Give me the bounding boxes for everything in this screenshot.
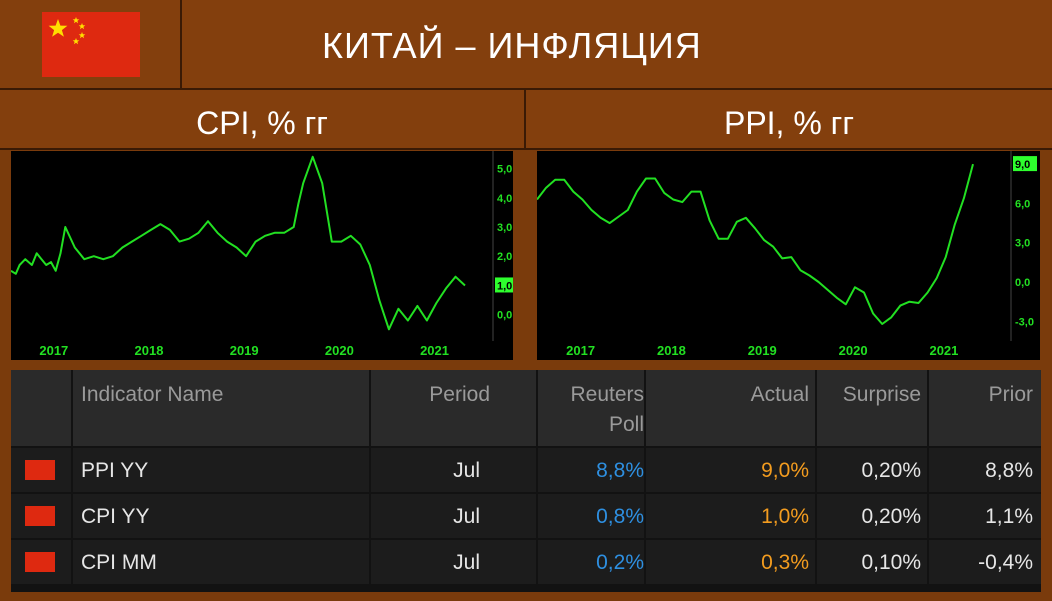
header-indicator-name[interactable]: Indicator Name xyxy=(73,370,369,446)
cpi-panel-title: CPI, % гг xyxy=(0,90,526,150)
header-reuters-poll[interactable]: Reuters Poll xyxy=(538,370,644,446)
y-tick-label: 3,0 xyxy=(497,222,512,234)
china-flag-icon xyxy=(25,460,55,480)
header-poll-line2: Poll xyxy=(608,413,644,436)
y-tick-label: -3,0 xyxy=(1015,316,1034,328)
china-flag-icon xyxy=(25,506,55,526)
table-row[interactable]: CPI MM Jul 0,2% 0,3% 0,10% -0,4% xyxy=(11,540,1041,584)
page-title: КИТАЙ – ИНФЛЯЦИЯ xyxy=(322,25,702,66)
prior: -0,4% xyxy=(929,540,1041,584)
x-tick-label: 2019 xyxy=(230,343,259,358)
x-tick-label: 2019 xyxy=(748,343,777,358)
china-flag-icon xyxy=(42,12,140,77)
header-surprise[interactable]: Surprise xyxy=(817,370,927,446)
x-tick-label: 2021 xyxy=(929,343,958,358)
x-tick-label: 2017 xyxy=(39,343,68,358)
indicator-table: Indicator Name Period Reuters Poll Actua… xyxy=(11,370,1041,592)
actual: 9,0% xyxy=(646,448,815,492)
actual: 1,0% xyxy=(646,494,815,538)
last-value-label: 9,0 xyxy=(1015,159,1030,171)
header-actual[interactable]: Actual xyxy=(646,370,815,446)
ppi-chart-svg: -3,0 0,0 3,0 6,0 9,0 2017 2018 2019 2020 2021 xyxy=(537,151,1037,358)
reuters-poll: 8,8% xyxy=(538,448,644,492)
header-row: КИТАЙ – ИНФЛЯЦИЯ xyxy=(0,0,1052,90)
y-tick-label: 4,0 xyxy=(497,193,512,205)
period: Jul xyxy=(371,540,536,584)
last-value-label: 1,0 xyxy=(497,280,512,292)
actual: 0,3% xyxy=(646,540,815,584)
ppi-panel-title: PPI, % гг xyxy=(526,90,1052,150)
cpi-title-text: CPI, % гг xyxy=(196,105,328,141)
flag-cell xyxy=(0,0,182,88)
header-prior-label: Prior xyxy=(988,383,1033,406)
header-period-label: Period xyxy=(429,383,490,406)
header-actual-label: Actual xyxy=(750,383,809,406)
row-flag-cell xyxy=(11,540,71,584)
x-tick-label: 2020 xyxy=(325,343,354,358)
prior: 1,1% xyxy=(929,494,1041,538)
row-flag-cell xyxy=(11,494,71,538)
x-tick-label: 2017 xyxy=(566,343,595,358)
surprise: 0,20% xyxy=(817,494,927,538)
y-tick-label: 3,0 xyxy=(1015,238,1030,250)
period: Jul xyxy=(371,494,536,538)
header-poll-line1: Reuters xyxy=(570,383,644,406)
indicator-name: CPI MM xyxy=(73,540,369,584)
last-value-box xyxy=(495,277,513,293)
y-tick-label: 5,0 xyxy=(497,164,512,176)
reuters-poll: 0,2% xyxy=(538,540,644,584)
header-surprise-label: Surprise xyxy=(842,383,921,406)
surprise: 0,20% xyxy=(817,448,927,492)
reuters-poll: 0,8% xyxy=(538,494,644,538)
ppi-chart: -3,0 0,0 3,0 6,0 9,0 2017 2018 2019 2020 2021 xyxy=(537,151,1040,360)
x-tick-label: 2020 xyxy=(839,343,868,358)
x-tick-label: 2018 xyxy=(657,343,686,358)
table-row[interactable]: CPI YY Jul 0,8% 1,0% 0,20% 1,1% xyxy=(11,494,1041,538)
header-period[interactable]: Period xyxy=(371,370,536,446)
cpi-chart: 0,0 1,0 2,0 3,0 4,0 5,0 2017 2018 2019 2020 2021 xyxy=(11,151,513,360)
last-value-box xyxy=(1013,156,1037,172)
y-tick-label: 0,0 xyxy=(497,310,512,322)
x-tick-label: 2021 xyxy=(420,343,449,358)
period: Jul xyxy=(371,448,536,492)
row-flag-cell xyxy=(11,448,71,492)
header-flag-cell xyxy=(11,370,71,446)
cpi-chart-svg: 0,0 1,0 2,0 3,0 4,0 5,0 2017 2018 2019 2020 2021 xyxy=(11,151,513,358)
y-tick-label: 0,0 xyxy=(1015,277,1030,289)
series-line xyxy=(537,163,974,325)
header-prior[interactable]: Prior xyxy=(929,370,1041,446)
china-flag-icon xyxy=(25,552,55,572)
prior: 8,8% xyxy=(929,448,1041,492)
y-tick-label: 6,0 xyxy=(1015,198,1030,210)
header-indicator-label: Indicator Name xyxy=(81,383,224,406)
y-tick-label: 2,0 xyxy=(497,251,512,263)
series-line xyxy=(11,155,466,331)
indicator-name: PPI YY xyxy=(73,448,369,492)
indicator-name: CPI YY xyxy=(73,494,369,538)
surprise: 0,10% xyxy=(817,540,927,584)
x-tick-label: 2018 xyxy=(135,343,164,358)
table-row[interactable]: PPI YY Jul 8,8% 9,0% 0,20% 8,8% xyxy=(11,448,1041,492)
ppi-title-text: PPI, % гг xyxy=(723,105,855,141)
